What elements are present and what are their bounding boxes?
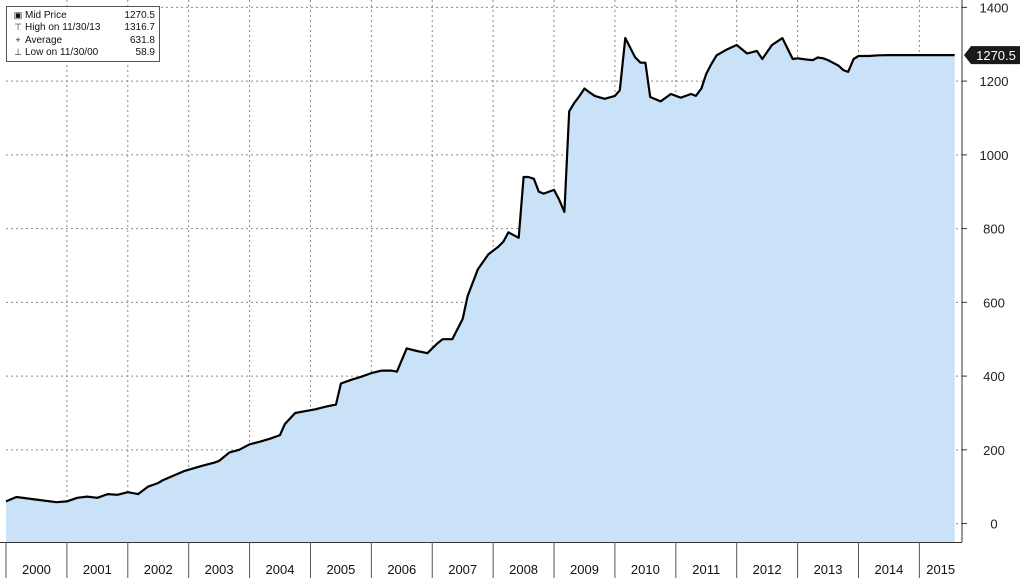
price-area xyxy=(6,38,955,542)
y-tick-label: 600 xyxy=(983,295,1005,310)
x-tick-label: 2002 xyxy=(144,562,173,577)
x-tick-label: 2005 xyxy=(326,562,355,577)
x-tick-label: 2004 xyxy=(266,562,295,577)
x-tick-label: 2010 xyxy=(631,562,660,577)
legend-label: High on 11/30/13 xyxy=(25,22,101,34)
y-tick-label: 400 xyxy=(983,369,1005,384)
y-tick-label: 1400 xyxy=(980,0,1009,15)
low-marker-icon: ⊥ xyxy=(14,47,22,58)
y-tick-label: 1000 xyxy=(980,148,1009,163)
legend-value: 1316.7 xyxy=(124,22,155,34)
legend-value: 631.8 xyxy=(129,34,155,46)
average-marker-icon: + xyxy=(15,35,21,46)
x-tick-label: 2014 xyxy=(874,562,903,577)
y-tick-labels: 0 200 400 600 800 1000 1200 1400 xyxy=(962,0,1009,532)
y-tick-label: 1200 xyxy=(980,74,1009,89)
legend-value: 58.9 xyxy=(135,47,155,59)
last-price-tag-label: 1270.5 xyxy=(976,48,1016,63)
y-tick-label: 0 xyxy=(990,517,997,532)
x-tick-labels: 2000 2001 2002 2003 2004 2005 2006 2007 2008 2009… xyxy=(5,542,955,578)
x-tick-label: 2013 xyxy=(814,562,843,577)
last-price-tag: 1270.5 xyxy=(964,46,1020,65)
price-line xyxy=(5,36,955,504)
legend-row-high: ⊤ High on 11/30/13 1316.7 xyxy=(11,22,155,35)
x-tick-label: 2003 xyxy=(205,562,234,577)
x-tick-label: 2015 xyxy=(926,562,955,577)
x-tick-label: 2009 xyxy=(570,562,599,577)
legend-label: Average xyxy=(25,34,63,46)
x-tick-label: 2011 xyxy=(692,562,720,577)
legend-value: 1270.5 xyxy=(124,9,155,21)
high-marker-icon: ⊤ xyxy=(14,22,22,33)
legend-row-low: ⊥ Low on 11/30/00 58.9 xyxy=(11,47,155,60)
legend-label: Low on 11/30/00 xyxy=(25,47,99,59)
x-tick-label: 2008 xyxy=(509,562,538,577)
last-price-tag-background xyxy=(964,46,1020,65)
x-tick-label: 2012 xyxy=(753,562,782,577)
y-tick-label: 200 xyxy=(983,443,1005,458)
x-tick-label: 2001 xyxy=(83,562,112,577)
x-tick-label: 2007 xyxy=(448,562,477,577)
x-tick-label: 2006 xyxy=(387,562,416,577)
square-icon: ▣ xyxy=(13,9,23,20)
legend-row-mid-price: ▣ Mid Price 1270.5 xyxy=(11,9,155,22)
legend-label: Mid Price xyxy=(25,9,67,21)
x-tick-label: 2000 xyxy=(22,562,51,577)
legend: ▣ Mid Price 1270.5 ⊤ High on 11/30/13 13… xyxy=(6,6,160,62)
legend-row-average: + Average 631.8 xyxy=(11,34,155,47)
y-tick-label: 800 xyxy=(983,222,1005,237)
